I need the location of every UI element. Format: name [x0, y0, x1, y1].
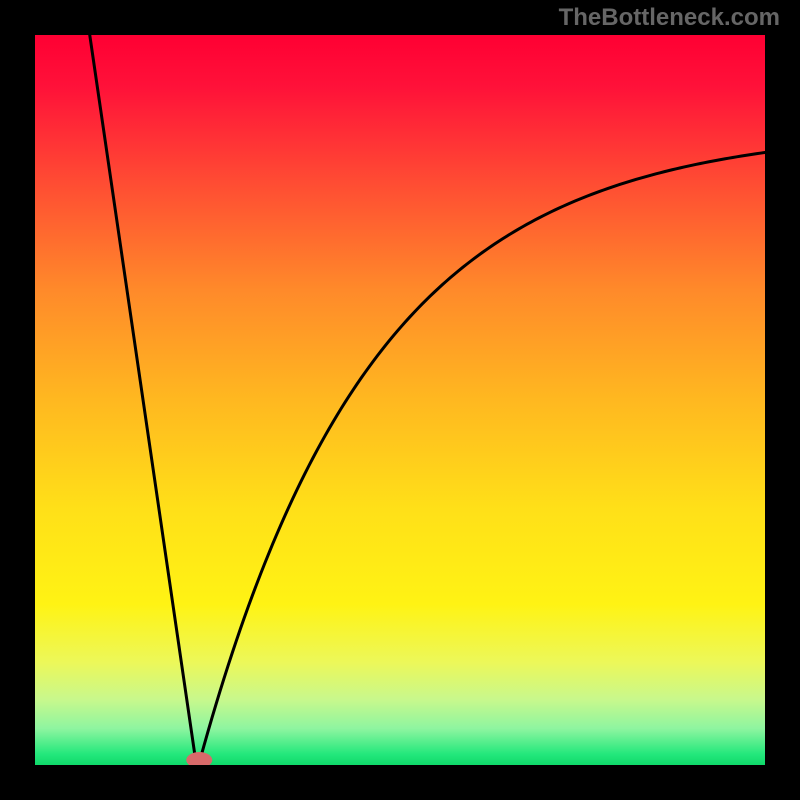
chart-svg — [0, 0, 800, 800]
chart-root: TheBottleneck.com — [0, 0, 800, 800]
